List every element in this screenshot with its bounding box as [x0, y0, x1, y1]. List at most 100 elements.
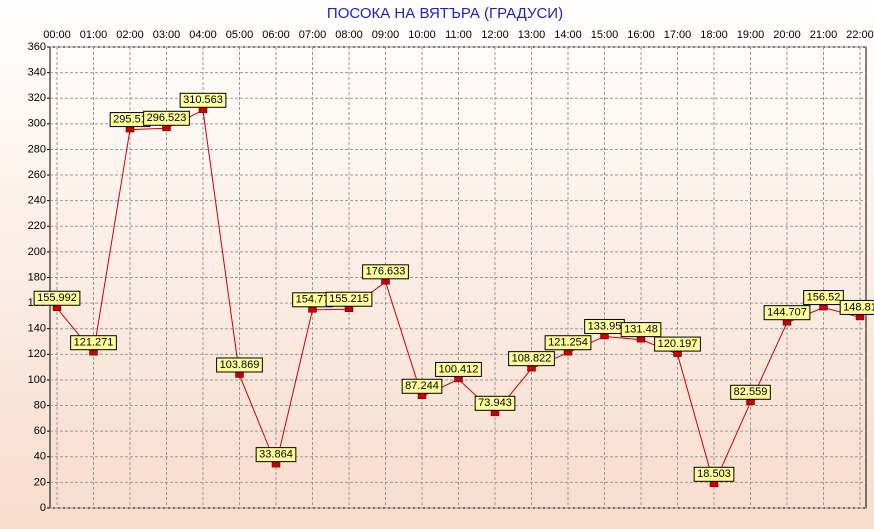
value-label: 296.523 [147, 112, 187, 124]
marker [782, 319, 792, 326]
value-label: 18.503 [697, 468, 731, 480]
y-tick-label: 300 [28, 118, 46, 130]
y-tick-label: 240 [28, 195, 46, 207]
value-label-box [730, 384, 771, 400]
x-tick-label: 11:00 [445, 29, 472, 41]
x-tick-label: 08:00 [335, 29, 363, 41]
value-label-box [143, 110, 190, 126]
value-label-box [544, 335, 592, 351]
value-label: 82.559 [734, 386, 768, 398]
marker [600, 333, 609, 340]
value-label-box [839, 299, 874, 315]
value-label-box [70, 335, 117, 351]
marker [490, 410, 500, 417]
x-tick-label: 18:00 [700, 29, 728, 41]
y-tick-label: 0 [40, 502, 46, 514]
marker [673, 351, 682, 357]
y-tick-label: 260 [28, 169, 46, 181]
y-tick-label: 80 [34, 399, 46, 411]
marker [125, 126, 135, 133]
value-label: 156.52 [807, 291, 841, 303]
marker [527, 365, 536, 372]
value-label-box [474, 395, 516, 411]
value-label: 120.197 [658, 338, 698, 350]
y-tick-label: 220 [28, 220, 46, 232]
x-tick-label: 04:00 [189, 29, 217, 41]
value-label: 103.869 [220, 359, 260, 371]
marker [454, 376, 463, 383]
y-tick-label: 340 [28, 67, 46, 79]
value-label: 100.412 [439, 363, 479, 375]
marker [381, 279, 390, 285]
marker [52, 305, 62, 311]
y-tick-label: 120 [28, 348, 46, 360]
y-tick-label: 140 [28, 323, 46, 335]
value-label: 121.271 [74, 337, 114, 349]
marker [563, 349, 573, 356]
x-tick-label: 16:00 [627, 29, 655, 41]
x-tick-label: 07:00 [299, 29, 327, 41]
marker [636, 336, 646, 343]
value-label: 176.633 [366, 266, 406, 278]
marker [308, 307, 317, 313]
value-label: 295.51 [113, 113, 147, 125]
x-tick-label: 12:00 [481, 29, 509, 41]
x-tick-label: 09:00 [372, 29, 400, 41]
x-tick-label: 13:00 [518, 29, 546, 41]
value-label-box [435, 361, 482, 377]
x-tick-label: 14:00 [554, 29, 582, 41]
value-label-box [33, 290, 81, 306]
x-tick-label: 19:00 [737, 29, 765, 41]
x-tick-label: 22:00 [846, 29, 874, 41]
x-tick-label: 20:00 [773, 29, 801, 41]
marker [855, 314, 865, 321]
x-tick-label: 05:00 [226, 29, 254, 41]
y-tick-label: 180 [28, 271, 46, 283]
marker [235, 372, 244, 378]
marker [417, 393, 427, 400]
value-label: 155.215 [329, 293, 369, 305]
value-label-box [763, 305, 811, 321]
value-label-box [179, 92, 227, 108]
x-tick-label: 10:00 [408, 29, 436, 41]
value-label-box [401, 378, 443, 394]
value-label: 87.244 [405, 380, 439, 392]
value-label: 144.707 [767, 307, 807, 319]
x-tick-label: 03:00 [153, 29, 181, 41]
value-label-box [508, 351, 555, 367]
value-label-box [654, 336, 701, 352]
marker [746, 399, 755, 406]
value-label: 133.95 [588, 320, 622, 332]
value-label: 73.943 [478, 397, 512, 409]
value-label: 33.864 [259, 449, 293, 461]
marker [819, 304, 828, 311]
value-label-box [325, 291, 373, 307]
value-label: 108.822 [512, 353, 552, 365]
value-label: 155.992 [37, 292, 77, 304]
y-tick-label: 60 [34, 425, 46, 437]
marker [162, 125, 171, 132]
marker [344, 306, 354, 312]
value-label-box [620, 322, 662, 338]
y-tick-label: 360 [28, 41, 46, 53]
y-tick-label: 280 [28, 143, 46, 155]
chart-title: ПОСОКА НА ВЯТЪРА (ГРАДУСИ) [327, 5, 563, 22]
value-label-box [693, 466, 735, 482]
marker [198, 107, 208, 114]
value-label: 131.48 [624, 324, 658, 336]
value-label-box [362, 264, 409, 280]
value-label-box [255, 447, 297, 463]
marker [89, 349, 98, 356]
x-tick-label: 17:00 [664, 29, 692, 41]
x-tick-label: 01:00 [80, 29, 108, 41]
x-tick-label: 02:00 [116, 29, 144, 41]
x-tick-label: 00:00 [43, 29, 71, 41]
y-tick-label: 100 [28, 374, 46, 386]
marker [271, 461, 281, 468]
value-label: 154.77 [296, 294, 330, 306]
y-tick-label: 20 [34, 476, 46, 488]
value-label-box [803, 290, 844, 306]
y-tick-label: 320 [28, 92, 46, 104]
marker [709, 481, 719, 488]
